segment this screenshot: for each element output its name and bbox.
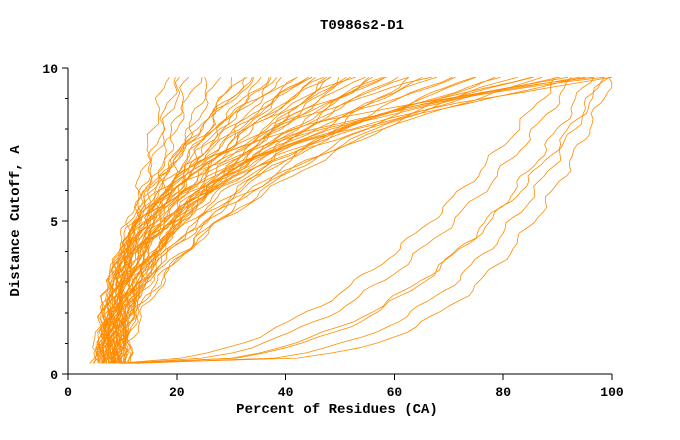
model-curve (117, 76, 605, 364)
model-curve (105, 76, 262, 364)
model-curve (122, 77, 595, 364)
model-curve (105, 76, 399, 364)
x-tick-label: 80 (495, 385, 511, 400)
model-curve (125, 76, 475, 364)
model-curve (126, 76, 572, 364)
model-curve (93, 77, 270, 364)
x-tick-label: 0 (64, 385, 72, 400)
axes-group (62, 67, 613, 380)
model-curve (112, 76, 586, 364)
curve-series-group (89, 76, 613, 364)
x-tick-label: 20 (169, 385, 185, 400)
model-curve (98, 76, 384, 364)
model-curve (119, 76, 556, 364)
model-curve (113, 77, 208, 364)
model-curve (118, 76, 477, 364)
model-curve (100, 76, 569, 364)
x-axis-label: Percent of Residues (CA) (236, 402, 438, 418)
model-curve (122, 76, 366, 364)
model-curve (96, 76, 534, 364)
model-curve (110, 77, 272, 364)
model-curve (135, 76, 606, 364)
model-curve (97, 76, 351, 364)
model-curve (103, 76, 501, 364)
model-curve (131, 76, 610, 364)
model-curve (117, 76, 456, 364)
model-curve (92, 76, 248, 364)
tick-labels-group: 0 20 40 60 80 100 0 5 10 (42, 62, 624, 400)
x-tick-label: 40 (278, 385, 294, 400)
y-tick-label: 10 (42, 62, 58, 77)
model-curve (123, 76, 543, 364)
y-tick-label: 5 (50, 215, 58, 230)
x-tick-label: 100 (600, 385, 624, 400)
model-curve (100, 76, 298, 364)
model-curve (102, 76, 387, 364)
model-curve (111, 76, 432, 364)
model-curve (116, 77, 245, 364)
x-tick-label: 60 (387, 385, 403, 400)
y-axis-label: Distance Cutoff, A (8, 145, 24, 297)
model-curve (101, 76, 560, 364)
model-curve (107, 76, 278, 364)
model-curve (107, 76, 438, 364)
model-curve (113, 76, 518, 364)
y-tick-label: 0 (50, 368, 58, 383)
model-curve (109, 76, 613, 364)
plot-title: T0986s2-D1 (320, 18, 404, 34)
model-curve (121, 76, 613, 364)
model-curve (115, 76, 594, 364)
